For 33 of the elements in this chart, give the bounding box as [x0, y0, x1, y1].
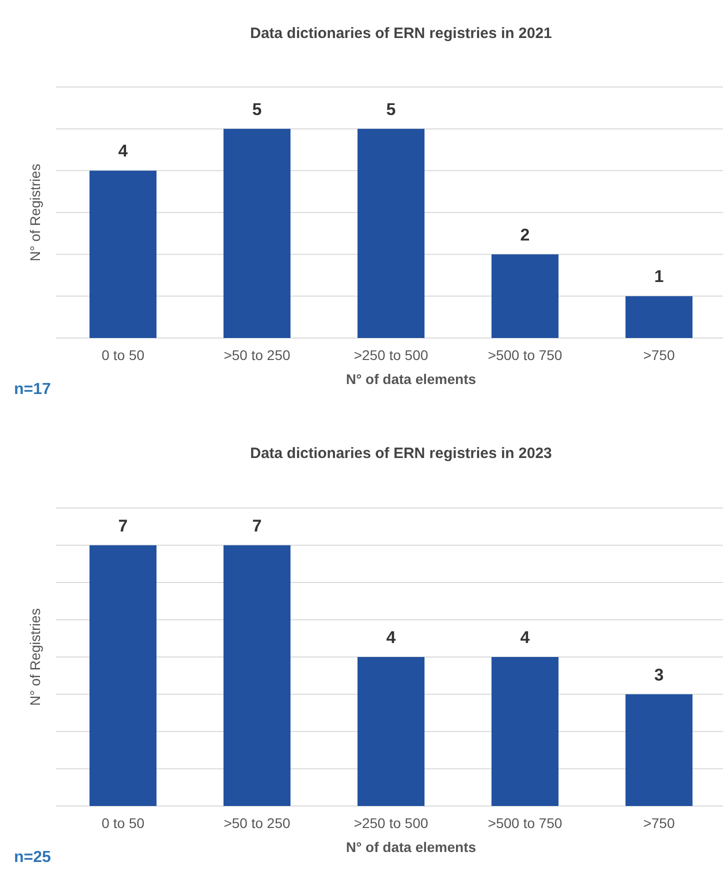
- data-label: 5: [252, 100, 262, 119]
- text: n=25: [14, 849, 52, 866]
- data-label: 4: [386, 628, 396, 647]
- x-axis-title: N° of data elements: [346, 839, 476, 855]
- x-tick-label: >250 to 500: [354, 347, 428, 363]
- data-label: 7: [252, 516, 262, 536]
- bar: [90, 170, 156, 338]
- x-tick-label: 0 to 50: [102, 347, 145, 363]
- x-tick-label: >500 to 750: [488, 815, 562, 831]
- x-tick-label: >50 to 250: [224, 347, 290, 363]
- data-label: 7: [118, 516, 128, 536]
- y-axis-title: N° of Registries: [27, 608, 43, 706]
- x-tick-label: 0 to 50: [102, 815, 145, 831]
- data-label: 3: [654, 665, 664, 684]
- bar: [358, 128, 424, 338]
- data-label: 4: [118, 142, 128, 161]
- x-tick-label: >50 to 250: [224, 815, 290, 831]
- bar: [626, 296, 692, 338]
- data-label: 5: [386, 100, 396, 119]
- data-label: 2: [520, 225, 530, 244]
- text: n=17: [14, 381, 52, 398]
- x-axis-title: N° of data elements: [346, 371, 476, 387]
- x-tick-label: >750: [643, 347, 675, 363]
- x-tick-label: >500 to 750: [488, 347, 562, 363]
- chart-title: Data dictionaries of ERN registries in 2023: [250, 445, 552, 462]
- y-axis-title: N° of Registries: [27, 164, 43, 262]
- data-label: 1: [654, 267, 664, 286]
- chart-title: Data dictionaries of ERN registries in 2021: [250, 25, 552, 42]
- x-tick-label: >750: [643, 815, 675, 831]
- bar: [224, 128, 290, 338]
- x-tick-label: >250 to 500: [354, 815, 428, 831]
- data-label: 4: [520, 628, 530, 647]
- bar: [492, 254, 558, 338]
